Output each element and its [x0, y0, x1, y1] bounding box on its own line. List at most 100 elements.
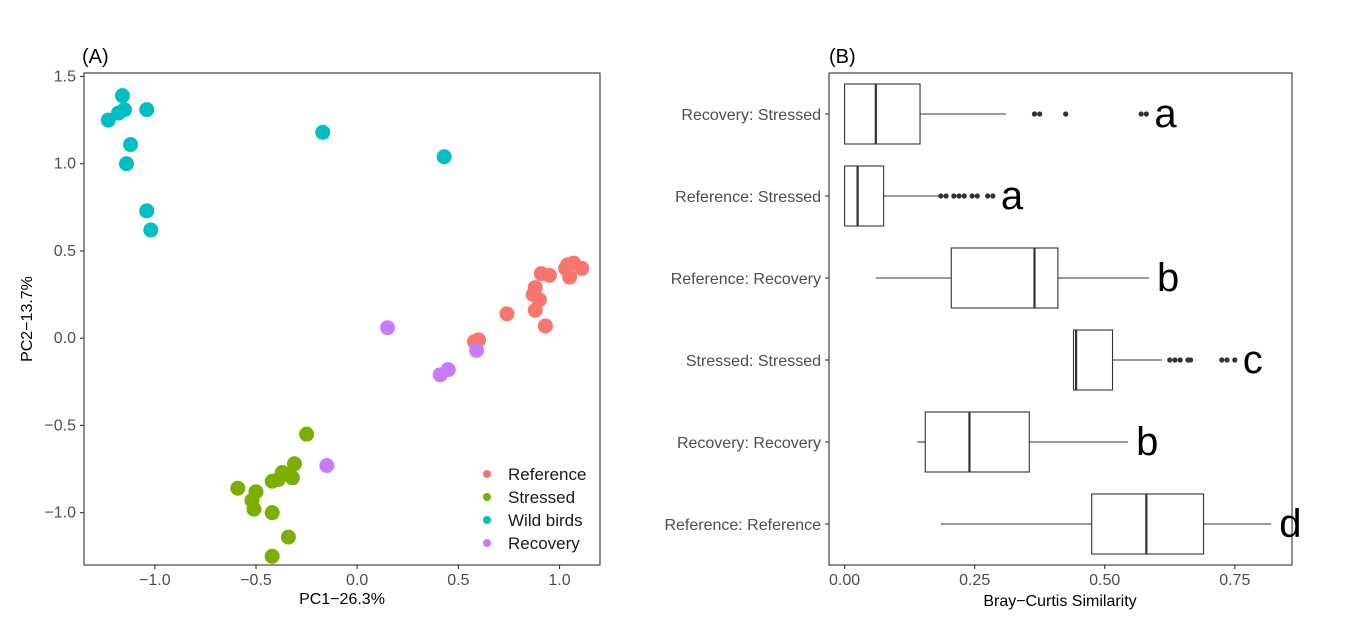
scatter-x-tick-label: 0.5 — [447, 572, 469, 589]
scatter-x-tick-label: −0.5 — [240, 572, 272, 589]
legend-key-stressed — [483, 493, 491, 501]
point-reference — [574, 260, 590, 276]
scatter-points — [100, 88, 590, 564]
box-outlier — [990, 193, 996, 199]
box-outlier — [956, 193, 962, 199]
box-outlier — [1037, 111, 1043, 117]
significance-letters: a a b c b d — [1001, 92, 1302, 546]
scatter-legend: Reference Stressed Wild birds Recovery — [483, 465, 586, 553]
panel-b-tag: (B) — [829, 46, 856, 68]
point-wild-birds — [315, 124, 331, 140]
boxplot-x-ticks: 0.00 0.25 0.50 0.75 — [829, 565, 1250, 589]
point-wild-birds — [118, 156, 134, 172]
point-reference — [537, 318, 553, 334]
boxplot-category-label: Reference: Stressed — [675, 189, 821, 206]
box-outlier — [974, 193, 980, 199]
scatter-x-tick-label: 0.0 — [346, 572, 368, 589]
box-outlier — [969, 193, 975, 199]
point-recovery — [432, 367, 448, 383]
boxplot-boxes — [844, 83, 1272, 555]
significance-letter: c — [1243, 338, 1263, 382]
boxplot-category-label: Stressed: Stressed — [686, 353, 821, 370]
scatter-x-ticks: −1.0 −0.5 0.0 0.5 1.0 — [139, 565, 571, 589]
boxplot-x-axis-title: Bray−Curtis Similarity — [983, 593, 1136, 610]
point-stressed — [286, 456, 302, 472]
box-outlier — [1167, 357, 1173, 363]
box-outlier — [1177, 357, 1183, 363]
similarity-boxplot-panel: (B) Recovery: Stressed Reference: Stresse… — [664, 46, 1301, 610]
scatter-y-tick-label: 0.0 — [54, 330, 76, 347]
box-outlier — [1063, 111, 1069, 117]
point-stressed — [264, 505, 280, 521]
point-stressed — [280, 529, 296, 545]
boxplot-category-labels: Recovery: Stressed Reference: Stressed Ref… — [664, 107, 829, 534]
box-iqr — [924, 411, 1030, 473]
significance-letter: d — [1279, 502, 1301, 546]
box-outlier — [1031, 111, 1038, 117]
boxplot-category-label: Recovery: Stressed — [681, 107, 821, 124]
point-wild-birds — [100, 112, 116, 128]
legend-key-reference — [483, 470, 491, 478]
scatter-x-tick-label: −1.0 — [139, 572, 171, 589]
box-iqr — [844, 83, 921, 145]
box-iqr — [950, 247, 1059, 309]
point-reference — [499, 306, 515, 322]
boxplot-x-tick-label: 0.00 — [829, 572, 860, 589]
box-outlier — [961, 193, 967, 199]
point-stressed — [264, 548, 280, 564]
significance-letter: a — [1154, 92, 1177, 136]
scatter-x-tick-label: 1.0 — [548, 572, 570, 589]
scatter-y-tick-label: −1.0 — [44, 505, 76, 522]
panel-a-tag: (A) — [82, 46, 109, 68]
box-iqr — [844, 165, 885, 227]
point-reference — [562, 269, 578, 285]
point-stressed — [230, 480, 246, 496]
box-outlier — [1219, 357, 1225, 363]
scatter-x-axis-title: PC1−26.3% — [299, 591, 385, 608]
box-outlier — [938, 193, 944, 199]
point-reference — [541, 267, 557, 283]
boxplot-x-tick-label: 0.50 — [1089, 572, 1120, 589]
point-wild-birds — [114, 88, 130, 104]
legend-label: Stressed — [508, 488, 575, 507]
scatter-y-ticks: −1.0 −0.5 0.0 0.5 1.0 1.5 — [44, 68, 84, 522]
significance-letter: b — [1157, 256, 1179, 300]
significance-letter: a — [1001, 174, 1024, 218]
boxplot-category-label: Reference: Reference — [664, 517, 821, 534]
box-outlier — [1187, 357, 1194, 363]
pca-scatter-panel: (A) −1.0 −0.5 0.0 0.5 1.0 −1.0 −0.5 0.0 0.5 1.0 1… — [19, 46, 601, 608]
boxplot-plot-area — [828, 72, 1293, 566]
significance-letter: b — [1136, 420, 1158, 464]
point-wild-birds — [123, 137, 139, 153]
point-stressed — [299, 426, 315, 442]
box-outlier — [1232, 357, 1238, 363]
scatter-y-axis-title: PC2−13.7% — [19, 276, 36, 362]
point-wild-birds — [143, 222, 159, 238]
box-outlier — [943, 193, 949, 199]
point-stressed — [264, 473, 280, 489]
legend-label: Wild birds — [508, 511, 583, 530]
point-recovery — [319, 458, 335, 474]
scatter-y-tick-label: 1.5 — [54, 68, 76, 85]
legend-key-recovery — [483, 539, 491, 547]
box-outlier — [1224, 357, 1230, 363]
point-wild-birds — [139, 102, 155, 118]
point-recovery — [469, 342, 485, 358]
boxplot-x-tick-label: 0.75 — [1219, 572, 1250, 589]
legend-key-wild-birds — [483, 516, 491, 524]
box-outlier — [1172, 357, 1178, 363]
scatter-y-tick-label: 0.5 — [54, 243, 76, 260]
box-outlier — [1143, 111, 1149, 117]
box-iqr — [1091, 493, 1205, 555]
point-wild-birds — [139, 203, 155, 219]
point-stressed — [246, 501, 262, 517]
box-outlier — [1138, 111, 1144, 117]
box-outlier — [985, 193, 991, 199]
boxplot-x-tick-label: 0.25 — [959, 572, 990, 589]
legend-label: Recovery — [508, 534, 580, 553]
boxplot-category-label: Recovery: Recovery — [677, 435, 821, 452]
scatter-y-tick-label: −0.5 — [44, 417, 76, 434]
scatter-plot-area — [83, 72, 601, 566]
box-outlier — [951, 193, 957, 199]
